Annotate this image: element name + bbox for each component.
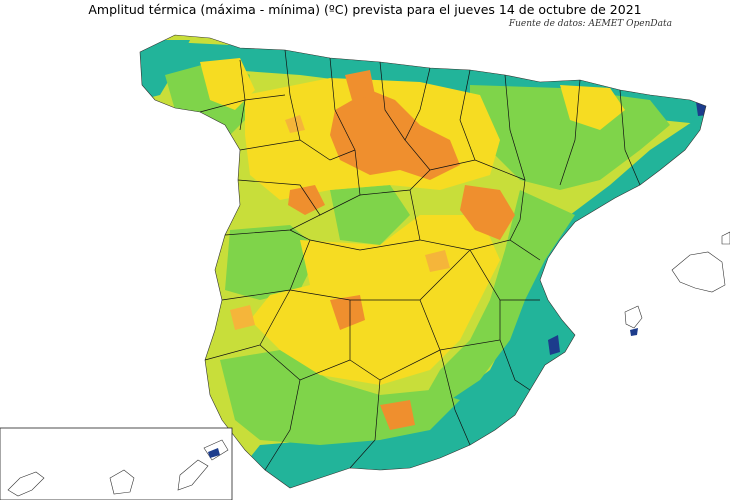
lanzarote-dark-spot: [208, 448, 220, 458]
yellow-area-aragon: [560, 85, 625, 130]
green-area-west: [225, 225, 320, 300]
tenerife-island: [7, 471, 45, 497]
light-orange-patch-2: [425, 250, 450, 272]
orange-area-castilla: [330, 90, 460, 180]
province-boundaries: [199, 49, 641, 471]
light-orange-patch-3: [285, 115, 305, 133]
orange-area-west-center: [288, 185, 325, 215]
formentera-island: [630, 328, 638, 336]
ibiza-island: [624, 305, 643, 329]
dark-blue-spot-valencia: [550, 258, 562, 290]
canary-islands-inset: [0, 427, 233, 500]
teal-band-northwest: [140, 40, 190, 100]
menorca-island: [721, 231, 730, 245]
light-orange-patch-1: [230, 305, 255, 330]
lanzarote-island: [203, 439, 229, 461]
orange-area-andalucia: [380, 400, 415, 430]
balearic-islands: [624, 231, 730, 336]
dark-blue-spot-catalonia: [696, 100, 706, 116]
orange-area-north: [345, 70, 375, 100]
dark-blue-spot-alicante: [548, 335, 560, 355]
mallorca-island: [671, 251, 726, 293]
gran-canaria-island: [109, 469, 135, 495]
teal-band-east: [240, 110, 706, 488]
orange-area-extremadura: [330, 295, 365, 330]
orange-area-cuenca: [460, 185, 515, 240]
green-area-east: [420, 190, 575, 405]
fuerteventura-island: [177, 459, 209, 491]
map-title: Amplitud térmica (máxima - mínima) (ºC) …: [88, 2, 642, 17]
canary-inset-frame: [0, 427, 233, 500]
data-source-note: Fuente de datos: AEMET OpenData: [508, 19, 672, 29]
